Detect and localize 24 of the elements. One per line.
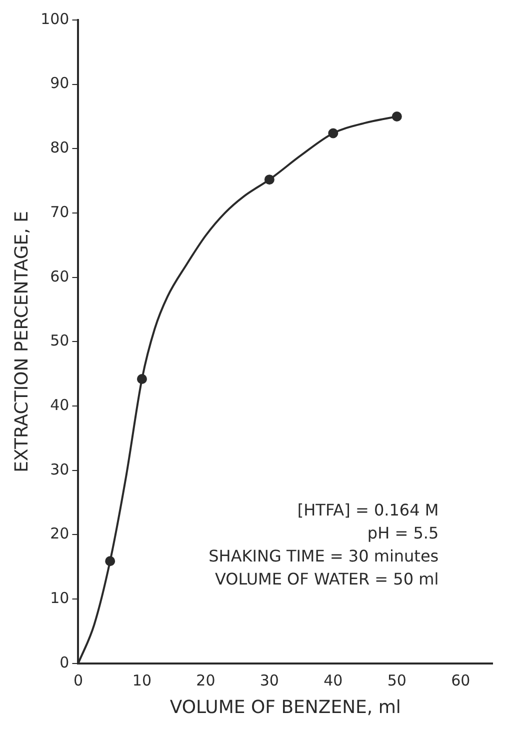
- x-tick-label: 30: [260, 671, 279, 690]
- y-tick-label: 0: [60, 653, 70, 672]
- y-axis-title: EXTRACTION PERCENTAGE, E: [11, 211, 32, 472]
- y-tick-label: 40: [50, 396, 70, 414]
- y-tick-label: 50: [50, 332, 70, 350]
- y-tick-label: 90: [50, 74, 70, 92]
- y-tick-label: 70: [50, 202, 70, 221]
- x-tick-label: 60: [451, 671, 470, 690]
- annotation: SHAKING TIME = 30 minutes: [208, 546, 439, 566]
- x-tick-label: 0: [73, 671, 84, 690]
- y-tick-label: 60: [50, 267, 70, 286]
- x-tick-label: 50: [387, 671, 406, 690]
- y-tick-label: 20: [50, 524, 70, 543]
- annotation: pH = 5.5: [367, 523, 439, 542]
- y-tick-label: 100: [40, 10, 70, 28]
- x-tick-label: 20: [196, 671, 216, 690]
- x-axis-title: VOLUME OF BENZENE, ml: [170, 696, 401, 718]
- y-tick-label: 80: [50, 138, 70, 157]
- annotation: [HTFA] = 0.164 M: [297, 500, 439, 520]
- x-tick-label: 10: [132, 671, 152, 690]
- y-tick-label: 30: [50, 460, 70, 478]
- y-tick-label: 10: [50, 588, 70, 607]
- x-tick-label: 40: [324, 671, 343, 690]
- annotation: VOLUME OF WATER = 50 ml: [214, 569, 439, 588]
